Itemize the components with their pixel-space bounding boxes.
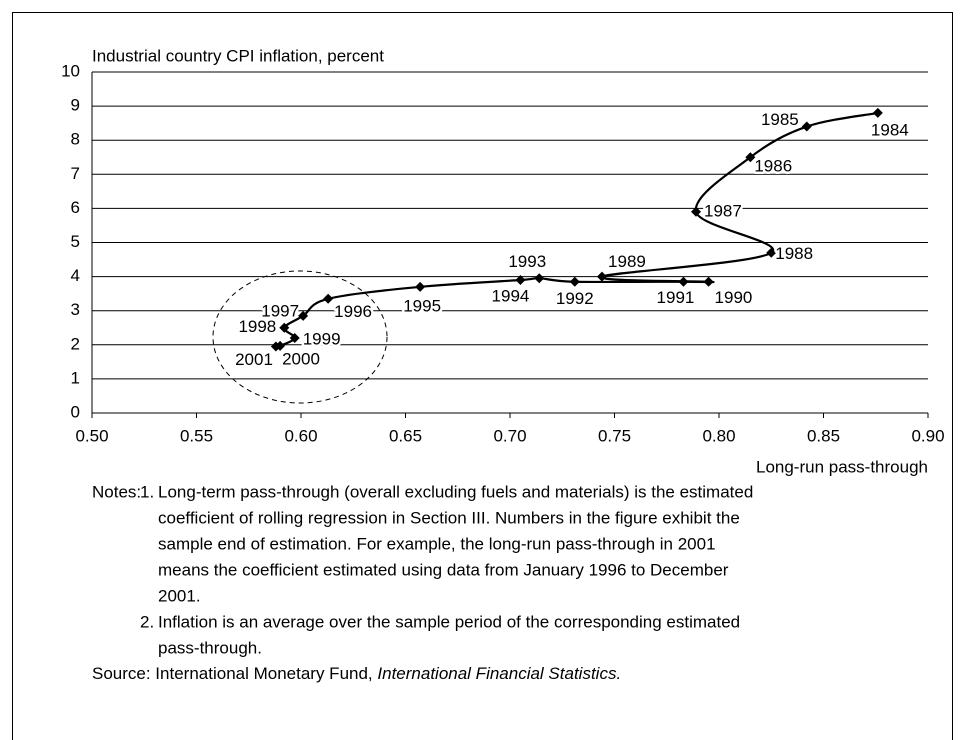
- y-tick-label: 5: [71, 232, 80, 251]
- point: [569, 276, 580, 287]
- y-tick-label: 7: [71, 164, 80, 183]
- notes-label: Notes:: [92, 482, 141, 501]
- point-label: 1987: [704, 201, 742, 220]
- source-label: Source: International Monetary Fund,: [92, 664, 377, 683]
- point-label: 1991: [657, 288, 695, 307]
- point-label: 1997: [261, 301, 299, 320]
- point-label: 1999: [303, 329, 341, 348]
- x-axis-title: Long-run pass-through: [756, 457, 928, 476]
- point-label: 1986: [754, 157, 792, 176]
- y-tick-label: 4: [71, 266, 80, 285]
- point-label: 1989: [608, 252, 646, 271]
- note-line: pass-through.: [158, 638, 262, 657]
- highlight-ellipse: [212, 270, 388, 404]
- point: [766, 247, 777, 258]
- point: [534, 273, 545, 284]
- note-line: 2001.: [158, 586, 201, 605]
- source-title: International Financial Statistics.: [377, 664, 621, 683]
- notes: Notes:1. Long-term pass-through (overall …: [92, 482, 753, 683]
- x-tick-label: 0.90: [911, 426, 944, 445]
- plot: 1984 1985 1986 1987 1988 1989 1990 1991 1992 1993…: [233, 107, 912, 372]
- frame: [12, 12, 953, 740]
- point-label: 1993: [508, 252, 546, 271]
- point: [691, 206, 702, 217]
- point-label: 2000: [282, 349, 320, 368]
- x-tick-label: 0.85: [807, 426, 840, 445]
- chart-title: Industrial country CPI inflation, percen…: [92, 46, 384, 65]
- point: [703, 276, 714, 287]
- y-tick-label: 0: [71, 402, 80, 421]
- point-label: 2001: [235, 350, 273, 369]
- x-tick-label: 0.65: [389, 426, 422, 445]
- y-tick-label: 9: [71, 96, 80, 115]
- point-label: 1998: [238, 317, 276, 336]
- note-number: 2.: [140, 612, 154, 631]
- y-tick-label: 6: [71, 198, 80, 217]
- point-label: 1984: [871, 120, 909, 139]
- note-line: Long-term pass-through (overall excludin…: [158, 482, 753, 501]
- source: Source: International Monetary Fund, Int…: [92, 664, 621, 683]
- point-label: 1990: [715, 288, 753, 307]
- grid: 0 1 2 3 4 5 6 7 8 9 10 0.50 0.55 0.60 0.65 0.70 0.75 0.80…: [61, 61, 944, 445]
- point: [415, 281, 426, 292]
- point-label: 1994: [492, 286, 530, 305]
- point-label: 1992: [556, 289, 594, 308]
- note-line: means the coefficient estimated using da…: [158, 560, 729, 579]
- point: [872, 107, 883, 118]
- point: [279, 322, 290, 333]
- point: [515, 275, 526, 286]
- x-tick-label: 0.55: [180, 426, 213, 445]
- point: [323, 293, 334, 304]
- point-label: 1995: [403, 296, 441, 315]
- x-tick-label: 0.60: [284, 426, 317, 445]
- y-tick-label: 2: [71, 334, 80, 353]
- x-tick-label: 0.80: [702, 426, 735, 445]
- x-tick-label: 0.50: [75, 426, 108, 445]
- note-line: sample end of estimation. For example, t…: [158, 534, 716, 553]
- note-number: 1.: [140, 482, 154, 501]
- point: [745, 152, 756, 163]
- point: [289, 332, 300, 343]
- point: [270, 341, 281, 352]
- note-line: coefficient of rolling regression in Sec…: [158, 508, 740, 527]
- y-tick-label: 8: [71, 130, 80, 149]
- point: [298, 310, 309, 321]
- point: [678, 276, 689, 287]
- note-line: Inflation is an average over the sample …: [158, 612, 740, 631]
- y-tick-label: 3: [71, 300, 80, 319]
- y-tick-label: 10: [61, 61, 80, 80]
- x-tick-label: 0.75: [598, 426, 631, 445]
- point: [801, 121, 812, 132]
- point-label: 1985: [761, 110, 799, 129]
- point-label: 1988: [775, 244, 813, 263]
- point-label: 1996: [334, 302, 372, 321]
- x-tick-label: 0.70: [493, 426, 526, 445]
- point: [596, 271, 607, 282]
- y-tick-label: 1: [71, 368, 80, 387]
